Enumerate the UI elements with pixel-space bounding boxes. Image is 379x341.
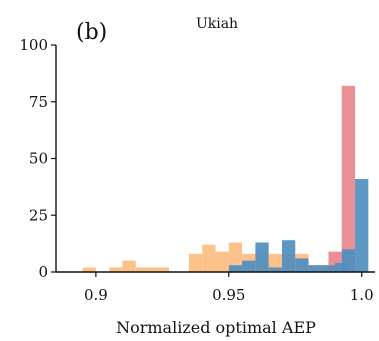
histogram-bar xyxy=(122,260,136,272)
x-axis-label: Normalized optimal AEP xyxy=(116,318,316,337)
histogram-bar xyxy=(295,258,309,272)
y-tick-label: 100 xyxy=(19,36,48,54)
histogram-bar xyxy=(109,267,123,272)
histogram-bar xyxy=(341,85,356,272)
axes-layer xyxy=(55,45,375,273)
histogram-bar xyxy=(255,242,269,272)
y-tick-label: 0 xyxy=(38,263,48,281)
histogram-bar xyxy=(202,244,216,272)
histogram-bar xyxy=(228,242,243,272)
bars-layer xyxy=(82,85,369,272)
x-tick-label: 0.95 xyxy=(212,286,245,304)
y-tick-label: 25 xyxy=(29,206,48,224)
histogram-bar xyxy=(188,253,203,272)
y-tick-label: 50 xyxy=(29,150,48,168)
histogram-bar xyxy=(228,265,243,272)
histogram-bar xyxy=(281,240,296,272)
histogram-bar xyxy=(341,249,356,272)
histogram-bar xyxy=(268,267,282,272)
histogram-bar xyxy=(308,265,322,272)
histogram-bar xyxy=(321,265,336,272)
histogram-bar xyxy=(355,178,369,272)
x-tick-label: 1.0 xyxy=(350,286,374,304)
histogram-bar xyxy=(149,267,169,272)
histogram-bar xyxy=(242,260,256,272)
histogram-bar xyxy=(82,267,96,272)
x-tick-label: 0.9 xyxy=(84,286,108,304)
panel-label: (b) xyxy=(76,20,107,45)
chart-title: Ukiah xyxy=(196,16,238,32)
histogram-bar xyxy=(135,267,150,272)
y-tick-label: 75 xyxy=(29,93,48,111)
ticks-layer: 0 25 50 75 100 0.9 0.95 1.0 xyxy=(19,36,373,304)
histogram-bar xyxy=(215,251,229,272)
